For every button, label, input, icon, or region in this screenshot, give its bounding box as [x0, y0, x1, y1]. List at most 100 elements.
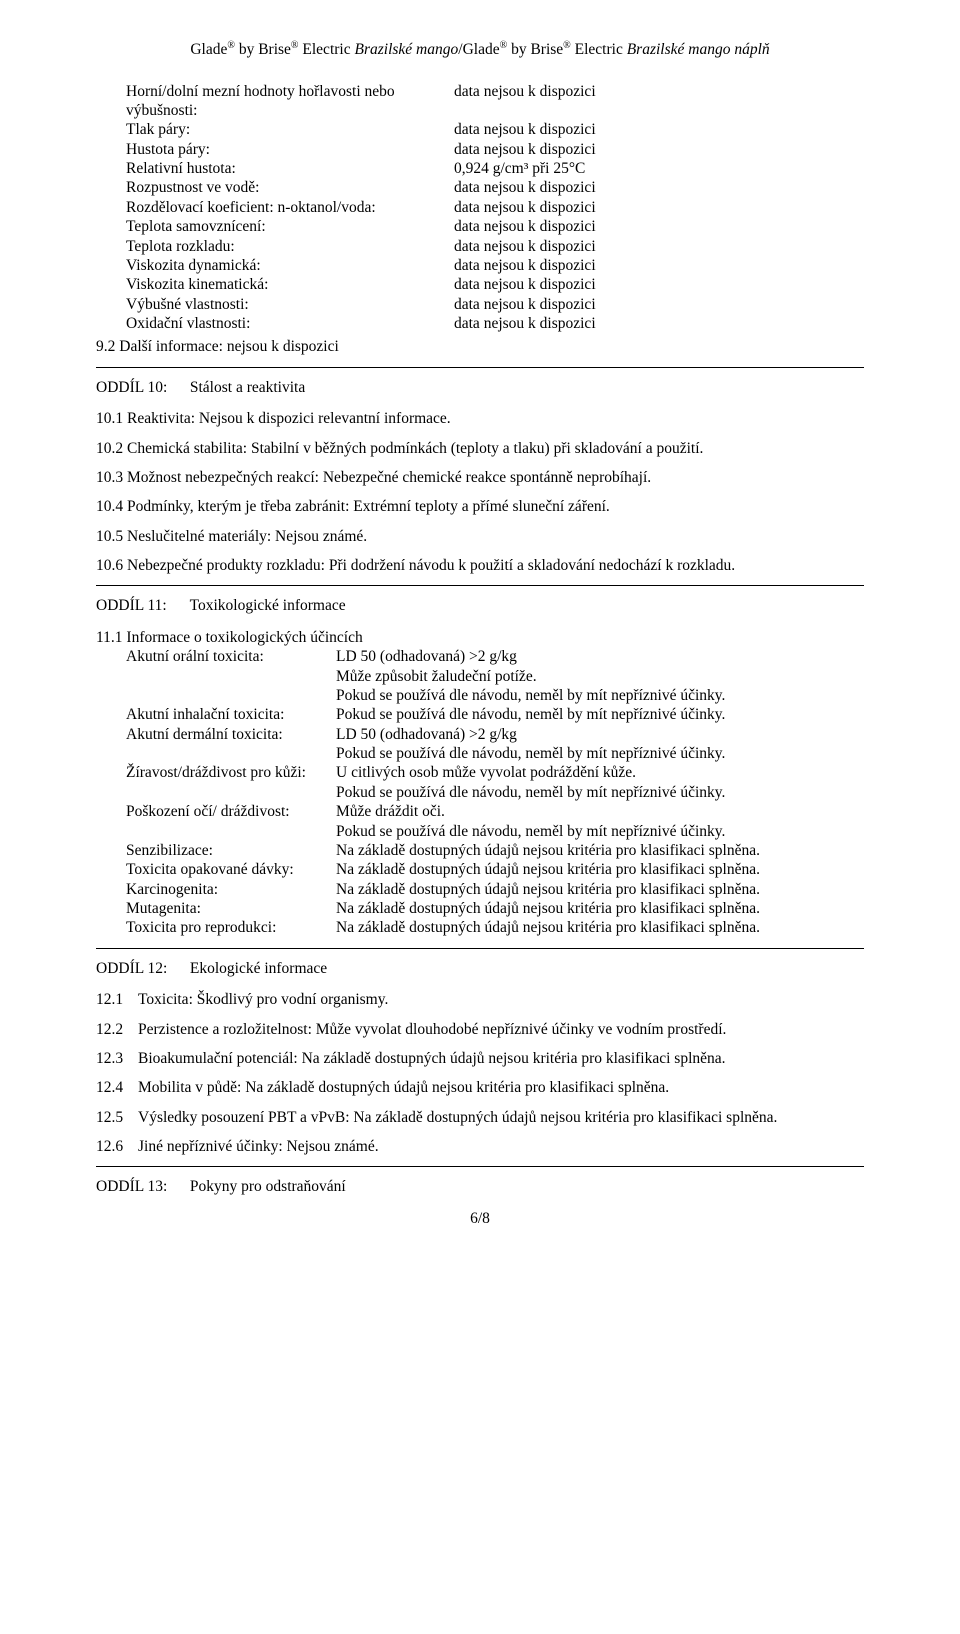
tox-value-line: Pokud se používá dle návodu, neměl by mí… [336, 686, 864, 705]
tox-key: Senzibilizace: [126, 841, 336, 860]
reg-icon: ® [227, 40, 235, 51]
tox-value: U citlivých osob může vyvolat podráždění… [336, 763, 864, 802]
tox-value-line: Pokud se používá dle návodu, neměl by mí… [336, 744, 864, 763]
property-key: Tlak páry: [126, 120, 454, 139]
property-value: data nejsou k dispozici [454, 140, 864, 159]
section-12-text: Výsledky posouzení PBT a vPvB: Na základ… [138, 1108, 864, 1127]
property-value: data nejsou k dispozici [454, 178, 864, 197]
section-11-1-line: 11.1 Informace o toxikologických účincíc… [96, 628, 864, 647]
tox-value-line: Může dráždit oči. [336, 802, 864, 821]
title-by1: by Brise [235, 41, 291, 58]
section-12-row: 12.3Bioakumulační potenciál: Na základě … [96, 1049, 864, 1068]
property-value: data nejsou k dispozici [454, 237, 864, 256]
divider [96, 948, 864, 949]
tox-value-line: LD 50 (odhadovaná) >2 g/kg [336, 725, 864, 744]
title-elec1: Electric [299, 41, 355, 58]
property-value: data nejsou k dispozici [454, 314, 864, 333]
section-10-line: 10.1 Reaktivita: Nejsou k dispozici rele… [96, 409, 864, 428]
property-key: Viskozita kinematická: [126, 275, 454, 294]
section-10-line: 10.4 Podmínky, kterým je třeba zabránit:… [96, 497, 864, 516]
property-value: 0,924 g/cm³ při 25°C [454, 159, 864, 178]
property-row: Rozpustnost ve vodě:data nejsou k dispoz… [126, 178, 864, 197]
tox-value: Na základě dostupných údajů nejsou krité… [336, 860, 864, 879]
title-elec2: Electric [571, 41, 627, 58]
tox-value: Na základě dostupných údajů nejsou krité… [336, 841, 864, 860]
section-13-heading: ODDÍL 13: Pokyny pro odstraňování [96, 1177, 864, 1196]
section-9-2-line: 9.2 Další informace: nejsou k dispozici [96, 337, 864, 356]
section-10-line: 10.3 Možnost nebezpečných reakcí: Nebezp… [96, 468, 864, 487]
property-key: Oxidační vlastnosti: [126, 314, 454, 333]
property-row: Viskozita kinematická:data nejsou k disp… [126, 275, 864, 294]
section-12-text: Toxicita: Škodlivý pro vodní organismy. [138, 990, 864, 1009]
document-title: Glade® by Brise® Electric Brazilské mang… [96, 40, 864, 60]
section-12-num: 12.6 [96, 1137, 138, 1156]
tox-row: Mutagenita:Na základě dostupných údajů n… [126, 899, 864, 918]
tox-row: Akutní orální toxicita:LD 50 (odhadovaná… [126, 647, 864, 705]
title-by2: by Brise [507, 41, 563, 58]
tox-value-line: Na základě dostupných údajů nejsou krité… [336, 841, 864, 860]
tox-row: Akutní dermální toxicita:LD 50 (odhadova… [126, 725, 864, 764]
property-row: Teplota rozkladu:data nejsou k dispozici [126, 237, 864, 256]
section-12-num: 12.2 [96, 1020, 138, 1039]
tox-value-line: Může způsobit žaludeční potíže. [336, 667, 864, 686]
tox-value-line: Na základě dostupných údajů nejsou krité… [336, 918, 864, 937]
tox-value: LD 50 (odhadovaná) >2 g/kgPokud se použí… [336, 725, 864, 764]
tox-key: Poškození očí/ dráždivost: [126, 802, 336, 821]
section-12-num: 12.3 [96, 1049, 138, 1068]
tox-value: Na základě dostupných údajů nejsou krité… [336, 899, 864, 918]
section-12-heading: ODDÍL 12: Ekologické informace [96, 959, 864, 978]
property-key: Výbušné vlastnosti: [126, 295, 454, 314]
section-10-line: 10.6 Nebezpečné produkty rozkladu: Při d… [96, 556, 864, 575]
section-12-num: 12.5 [96, 1108, 138, 1127]
title-brand2: Glade [463, 41, 500, 58]
tox-key: Toxicita pro reprodukci: [126, 918, 336, 937]
page-number: 6/8 [96, 1209, 864, 1228]
tox-key: Žíravost/dráždivost pro kůži: [126, 763, 336, 782]
property-row: Rozdělovací koeficient: n-oktanol/voda:d… [126, 198, 864, 217]
section-12-row: 12.4Mobilita v půdě: Na základě dostupný… [96, 1078, 864, 1097]
section-title: Ekologické informace [190, 960, 327, 977]
section-label: ODDÍL 13: [96, 1177, 186, 1196]
property-key: Rozdělovací koeficient: n-oktanol/voda: [126, 198, 454, 217]
title-product1: Brazilské mango [354, 41, 458, 58]
section-title: Pokyny pro odstraňování [190, 1178, 346, 1195]
section-10-line: 10.2 Chemická stabilita: Stabilní v běžn… [96, 439, 864, 458]
section-12-text: Bioakumulační potenciál: Na základě dost… [138, 1049, 864, 1068]
title-product2: Brazilské mango náplň [627, 41, 770, 58]
property-value: data nejsou k dispozici [454, 217, 864, 236]
property-key: Rozpustnost ve vodě: [126, 178, 454, 197]
property-value: data nejsou k dispozici [454, 275, 864, 294]
section-12-row: 12.1Toxicita: Škodlivý pro vodní organis… [96, 990, 864, 1009]
tox-value: Pokud se používá dle návodu, neměl by mí… [336, 705, 864, 724]
title-brand1: Glade [190, 41, 227, 58]
section-9-properties: Horní/dolní mezní hodnoty hořlavosti neb… [126, 82, 864, 334]
section-12-text: Perzistence a rozložitelnost: Může vyvol… [138, 1020, 864, 1039]
tox-row: Akutní inhalační toxicita:Pokud se použí… [126, 705, 864, 724]
tox-row: Toxicita opakované dávky:Na základě dost… [126, 860, 864, 879]
tox-value-line: Pokud se používá dle návodu, neměl by mí… [336, 705, 864, 724]
property-value: data nejsou k dispozici [454, 82, 864, 121]
page: Glade® by Brise® Electric Brazilské mang… [0, 0, 960, 1258]
section-11-heading: ODDÍL 11: Toxikologické informace [96, 596, 864, 615]
tox-key: Akutní orální toxicita: [126, 647, 336, 666]
property-value: data nejsou k dispozici [454, 295, 864, 314]
tox-value-line: U citlivých osob může vyvolat podráždění… [336, 763, 864, 782]
property-row: Horní/dolní mezní hodnoty hořlavosti neb… [126, 82, 864, 121]
tox-key: Toxicita opakované dávky: [126, 860, 336, 879]
tox-value-line: Pokud se používá dle návodu, neměl by mí… [336, 822, 864, 841]
property-key: Teplota samovznícení: [126, 217, 454, 236]
property-key: Horní/dolní mezní hodnoty hořlavosti neb… [126, 82, 454, 121]
property-row: Relativní hustota:0,924 g/cm³ při 25°C [126, 159, 864, 178]
section-12-row: 12.5Výsledky posouzení PBT a vPvB: Na zá… [96, 1108, 864, 1127]
section-title: Toxikologické informace [190, 597, 346, 614]
tox-row: Toxicita pro reprodukci:Na základě dostu… [126, 918, 864, 937]
divider [96, 1166, 864, 1167]
reg-icon: ® [291, 40, 299, 51]
property-value: data nejsou k dispozici [454, 120, 864, 139]
property-value: data nejsou k dispozici [454, 256, 864, 275]
section-label: ODDÍL 10: [96, 378, 186, 397]
tox-row: Žíravost/dráždivost pro kůži:U citlivých… [126, 763, 864, 802]
section-label: ODDÍL 12: [96, 959, 186, 978]
tox-key: Akutní dermální toxicita: [126, 725, 336, 744]
tox-value-line: Na základě dostupných údajů nejsou krité… [336, 880, 864, 899]
